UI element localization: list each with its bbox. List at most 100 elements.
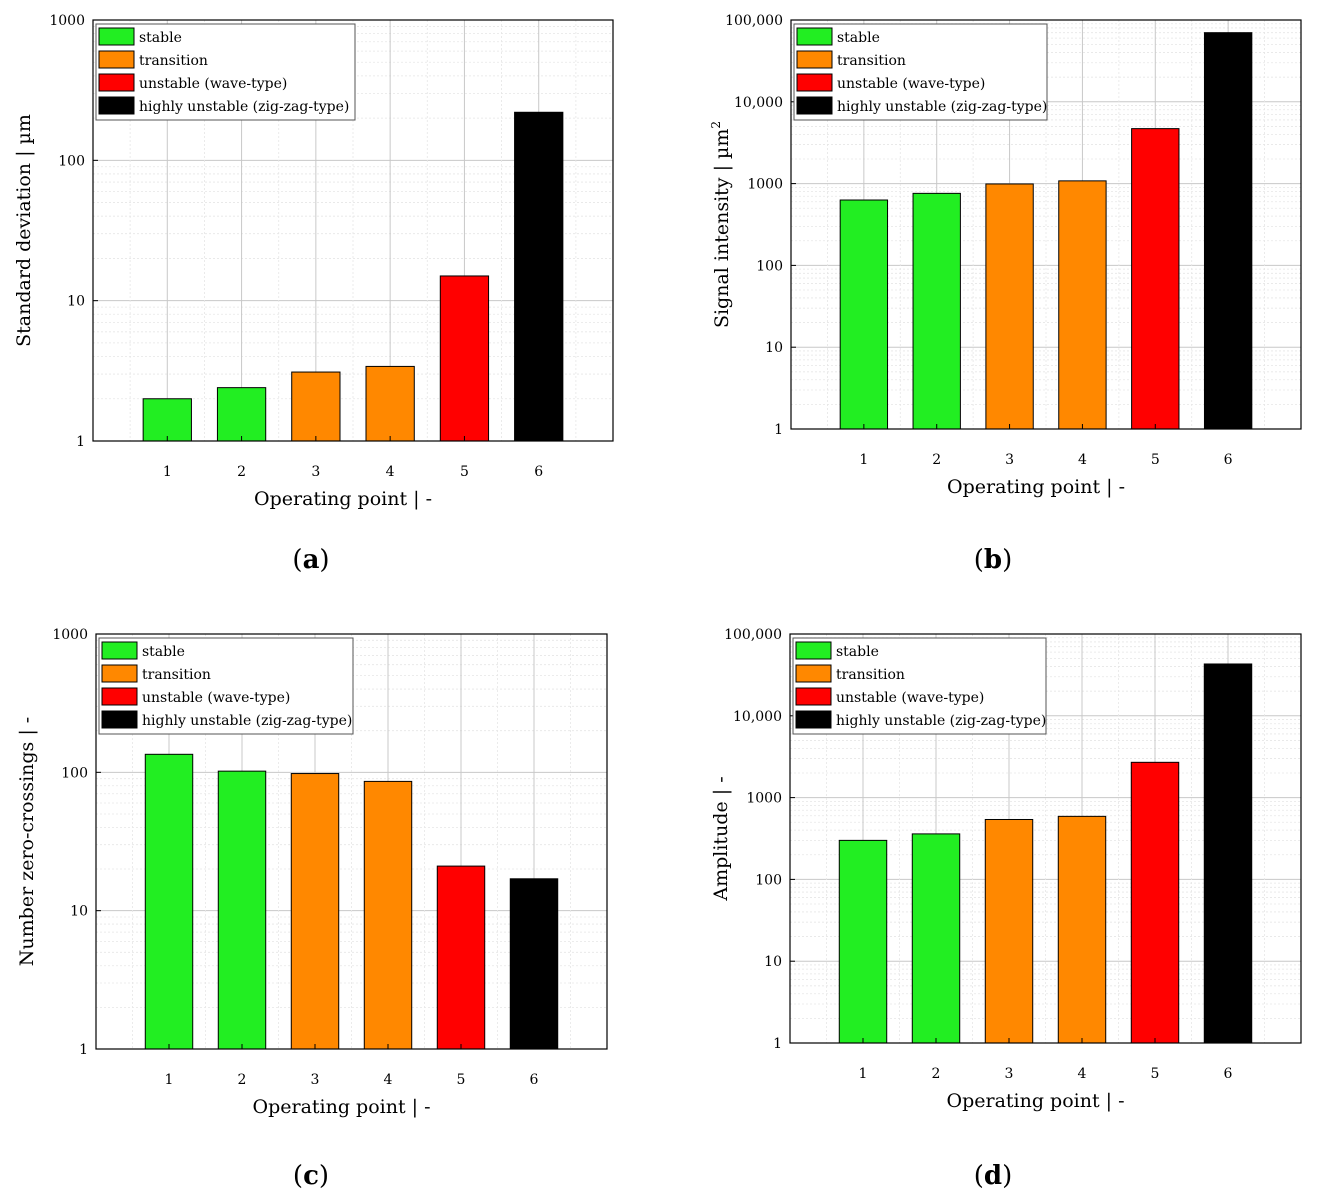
plot-frame [95,633,608,1050]
paren-open: ( [293,1161,303,1191]
legend-swatch [98,96,135,115]
x-tick-label: 3 [311,464,320,480]
bar-3 [291,371,341,442]
x-tick-label: 1 [859,452,868,468]
chart-panel-c: 1 10 100 1000 1 2 3 4 5 6 Operating point | - Numbe… [16,627,608,1118]
plot-frame [789,633,1302,1044]
y-tick-label: 1000 [746,791,782,807]
paren-close: ) [319,1161,329,1191]
legend-entry: highly unstable (zig-zag-type) [139,99,349,115]
plot-frame [92,19,614,442]
bar-6 [1203,32,1253,430]
y-tick-label: 1 [773,1036,782,1052]
x-tick-label: 2 [932,452,941,468]
legend-swatch [796,73,833,92]
x-tick-label: 6 [1224,1066,1233,1082]
x-tick-label: 2 [932,1066,941,1082]
bar-3 [984,818,1034,1044]
x-tick-label: 5 [460,464,469,480]
y-tick-label: 1 [79,1042,88,1058]
y-tick-label: 100,000 [724,627,782,643]
legend: stable transition unstable (wave-type) high… [792,637,1047,735]
legend-box [793,23,1048,121]
bar-4 [363,780,413,1050]
x-tick-label: 6 [1224,452,1233,468]
legend-swatch [98,27,135,46]
paren-open: ( [974,545,984,575]
y-tick-label: 1 [774,422,783,438]
legend-box [792,637,1047,735]
legend-entry: highly unstable (zig-zag-type) [836,713,1046,729]
y-tick-label: 1000 [49,13,85,29]
bar-1 [144,753,194,1050]
bar-6 [514,111,564,442]
paren-close: ) [1002,1161,1012,1191]
x-tick-label: 5 [1151,1066,1160,1082]
bar-1 [142,398,192,442]
y-tick-label: 10 [70,904,88,920]
y-tick-label: 1000 [52,627,88,643]
legend-swatch [101,664,138,683]
y-tick-label: 10 [67,294,85,310]
legend-entry: transition [142,667,211,683]
x-tick-label: 1 [859,1066,868,1082]
legend-entry: stable [837,30,880,46]
panel-letter: c [303,1161,319,1191]
legend-swatch [98,50,135,69]
bar-5 [1130,761,1180,1044]
legend-entry: highly unstable (zig-zag-type) [837,99,1047,115]
legend-entry: highly unstable (zig-zag-type) [142,713,352,729]
x-tick-label: 5 [457,1072,466,1088]
x-axis-label: Operating point | - [254,488,432,510]
y-axis-label-text: Standard deviation | µm [13,114,35,347]
paren-close: ) [319,545,329,575]
bar-2 [217,770,267,1050]
legend-entry: transition [139,53,208,69]
legend-swatch [101,641,138,660]
x-axis-label: Operating point | - [253,1096,431,1118]
bar-5 [436,865,486,1050]
legend-entry: unstable (wave-type) [142,690,290,706]
y-axis-label: Amplitude | - [710,776,732,901]
bar-2 [911,833,961,1044]
legend: stable transition unstable (wave-type) high… [98,637,354,735]
panel-labels: (a) (b)(c) (d) [292,545,1012,1191]
legend-box [95,23,356,121]
bar-3 [290,773,340,1050]
panel-label-b: (b) [974,545,1013,575]
x-tick-label: 4 [386,464,395,480]
paren-open: ( [292,545,302,575]
panel-label-a: (a) [292,545,329,575]
x-tick-label: 1 [165,1072,174,1088]
legend-entry: transition [836,667,905,683]
y-axis-label: Number zero-crossings | - [16,717,38,966]
x-tick-label: 4 [1078,1066,1087,1082]
legend-swatch [101,710,138,729]
legend-swatch [98,73,135,92]
panel-letter: b [984,545,1002,575]
legend-swatch [796,50,833,69]
panel-label-c: (c) [293,1161,329,1191]
bar-3 [985,183,1034,430]
y-axis-label-text: Amplitude | - [710,776,732,901]
plot-frame [790,19,1302,430]
y-axis-label: Signal intensity | µm2 [709,121,733,328]
y-tick-label: 100 [61,765,88,781]
panel-label-d: (d) [974,1161,1013,1191]
x-tick-label: 2 [237,464,246,480]
paren-close: ) [1002,545,1012,575]
x-axis-label: Operating point | - [947,1090,1125,1112]
bar-6 [509,878,559,1050]
legend-swatch [795,641,832,660]
bar-6 [1203,663,1253,1044]
bar-1 [839,199,889,430]
bar-5 [1131,128,1180,430]
y-tick-label: 100 [58,153,85,169]
y-tick-label: 10 [765,340,783,356]
legend-entry: stable [142,644,185,660]
bar-2 [912,192,961,430]
legend: stable transition unstable (wave-type) high… [95,23,356,121]
bar-5 [439,275,490,442]
y-tick-label: 1 [76,434,85,450]
